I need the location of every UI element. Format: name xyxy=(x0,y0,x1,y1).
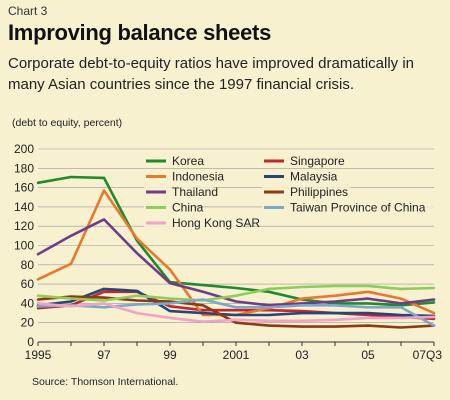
series-line-philippines xyxy=(36,295,436,329)
y-tick-label: 20 xyxy=(21,316,35,330)
legend-label-indonesia: Indonesia xyxy=(172,170,224,184)
y-tick-label: 140 xyxy=(14,200,34,214)
y-tick-label: 180 xyxy=(14,161,34,175)
series-line-taiwan-province-of-china xyxy=(36,298,436,327)
legend-label-china: China xyxy=(172,201,204,215)
chart-title: Improving balance sheets xyxy=(8,20,271,45)
legend-backdrop xyxy=(262,186,351,199)
series-line-china xyxy=(36,284,436,302)
x-tick-label: 05 xyxy=(361,348,375,362)
legend-label-hong-kong-sar: Hong Kong SAR xyxy=(172,216,260,230)
series-line-thailand xyxy=(36,218,436,307)
series-line-singapore xyxy=(36,290,436,321)
legend-backdrop xyxy=(144,186,214,199)
legend-backdrop xyxy=(144,155,194,168)
legend-backdrop xyxy=(144,217,246,230)
series-line-hong-kong-sar xyxy=(36,302,436,324)
y-tick-label: 60 xyxy=(21,277,35,291)
legend-label-thailand: Thailand xyxy=(172,185,218,199)
x-tick-label: 03 xyxy=(295,348,309,362)
y-tick-label: 0 xyxy=(27,335,34,349)
chart-subtitle: Corporate debt-to-equity ratios have imp… xyxy=(8,55,415,93)
legend-backdrop xyxy=(262,170,332,184)
y-unit-note: (debt to equity, percent) xyxy=(12,117,123,129)
y-tick-label: 120 xyxy=(14,219,34,233)
legend-label-taiwan-province-of-china: Taiwan Province of China xyxy=(290,201,426,215)
y-tick-label: 40 xyxy=(21,296,35,310)
y-tick-label: 160 xyxy=(14,181,34,195)
legend-label-malaysia: Malaysia xyxy=(290,170,338,184)
series-line-malaysia xyxy=(36,287,436,318)
legend-backdrop xyxy=(144,170,220,184)
legend-backdrop xyxy=(144,201,194,215)
x-tick-label: 2001 xyxy=(223,348,250,362)
legend-label-singapore: Singapore xyxy=(290,154,345,168)
x-tick-label: 99 xyxy=(163,348,177,362)
legend-backdrop xyxy=(262,155,338,168)
chart-number: Chart 3 xyxy=(8,4,48,18)
source-note: Source: Thomson International. xyxy=(32,376,179,388)
legend-backdrop xyxy=(262,201,434,215)
x-tick-label: 97 xyxy=(97,348,111,362)
y-tick-label: 200 xyxy=(14,142,34,156)
y-tick-label: 100 xyxy=(14,239,34,253)
y-tick-label: 80 xyxy=(21,258,35,272)
legend-label-korea: Korea xyxy=(172,154,204,168)
series-line-korea xyxy=(36,175,436,307)
legend-label-philippines: Philippines xyxy=(290,185,348,199)
x-tick-label: 07Q3 xyxy=(413,348,443,362)
x-tick-label: 1995 xyxy=(25,348,52,362)
